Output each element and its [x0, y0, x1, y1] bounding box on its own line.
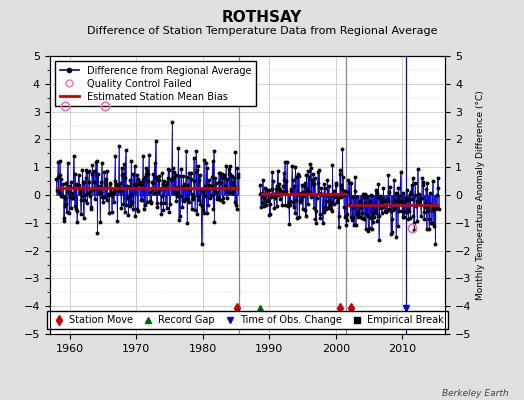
- Text: Difference of Station Temperature Data from Regional Average: Difference of Station Temperature Data f…: [87, 26, 437, 36]
- Legend: Station Move, Record Gap, Time of Obs. Change, Empirical Break: Station Move, Record Gap, Time of Obs. C…: [47, 311, 448, 329]
- Y-axis label: Monthly Temperature Anomaly Difference (°C): Monthly Temperature Anomaly Difference (…: [476, 90, 485, 300]
- Text: Berkeley Earth: Berkeley Earth: [442, 389, 508, 398]
- Text: ROTHSAY: ROTHSAY: [222, 10, 302, 25]
